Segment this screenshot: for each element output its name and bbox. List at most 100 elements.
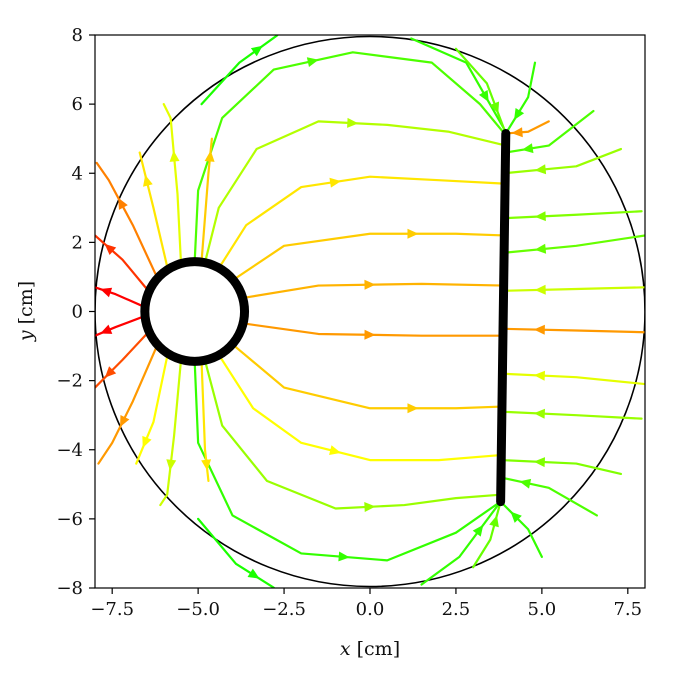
streamline-path xyxy=(502,234,645,254)
streamline-path xyxy=(135,355,169,465)
streamline xyxy=(410,37,507,133)
streamline xyxy=(502,147,623,175)
streamline xyxy=(501,457,623,476)
streamline xyxy=(197,517,275,588)
streamline-arrow xyxy=(118,197,128,210)
streamline-path xyxy=(472,500,502,569)
streamline-arrow xyxy=(519,478,532,489)
streamline-arrow xyxy=(489,101,500,114)
streamline xyxy=(502,284,645,295)
streamline-path xyxy=(95,234,150,292)
streamline-arrow xyxy=(489,515,499,528)
x-tick-label: −7.5 xyxy=(90,599,134,620)
y-tick-label: 2 xyxy=(72,232,83,253)
streamline xyxy=(203,117,507,264)
streamline-path xyxy=(454,47,507,135)
streamline xyxy=(203,359,502,513)
streamline xyxy=(200,35,279,106)
x-axis-variable: x xyxy=(340,638,351,660)
x-tick-label: −2.5 xyxy=(262,599,306,620)
streamline-arrow xyxy=(143,174,153,187)
streamline-path xyxy=(499,476,598,517)
streamline-arrow xyxy=(166,459,177,471)
streamline-arrow xyxy=(521,143,534,154)
streamline-arrow xyxy=(329,177,342,188)
streamline-path xyxy=(502,147,623,175)
streamline-path xyxy=(501,327,645,334)
streamline-path xyxy=(200,137,213,263)
x-tick-label: 7.5 xyxy=(613,599,642,620)
streamline xyxy=(95,331,150,389)
x-tick-label: 0.0 xyxy=(356,599,385,620)
streamline-path xyxy=(203,359,502,510)
streamline-path xyxy=(502,286,645,292)
streamline-path xyxy=(203,120,507,264)
streamline-arrow xyxy=(534,243,547,254)
y-axis-unit: [cm] xyxy=(15,281,37,331)
streamline-arrow xyxy=(100,287,113,298)
x-axis-unit: [cm] xyxy=(351,638,401,660)
streamline xyxy=(243,322,504,340)
plot-area xyxy=(95,35,645,588)
streamline-path xyxy=(95,331,150,389)
y-tick-label: 0 xyxy=(72,302,83,323)
streamline-arrow xyxy=(533,408,546,419)
y-tick-label: −6 xyxy=(56,509,83,530)
streamline-arrow xyxy=(534,164,547,175)
streamline-arrow xyxy=(329,445,341,455)
streamline-path xyxy=(231,343,504,410)
y-axis-variable: y xyxy=(15,330,37,342)
streamline xyxy=(97,344,158,465)
streamline xyxy=(159,359,183,507)
streamline-path xyxy=(504,61,537,135)
streamline-arrow xyxy=(247,568,260,579)
streamline xyxy=(95,161,158,279)
streamline-arrow xyxy=(534,284,546,295)
streamline-arrow xyxy=(514,108,525,121)
streamline xyxy=(504,109,595,154)
streamline-arrow xyxy=(533,324,545,335)
streamline xyxy=(231,228,506,282)
streamline xyxy=(504,61,537,135)
streamline xyxy=(217,175,506,270)
streamline-path xyxy=(138,151,169,268)
streamline-arrow xyxy=(534,211,546,222)
streamline-arrow xyxy=(169,150,180,162)
y-tick-label: 6 xyxy=(72,94,83,115)
streamline-arrow xyxy=(104,243,117,255)
streamline-path xyxy=(501,372,645,386)
streamline-arrow xyxy=(338,551,350,562)
streamline-arrow xyxy=(533,370,546,381)
streamline xyxy=(501,370,645,386)
streamline-arrow xyxy=(364,329,376,340)
streamline xyxy=(501,408,643,420)
streamline-path xyxy=(499,500,543,558)
y-axis-label: y [cm] xyxy=(15,281,37,342)
streamline-arrow xyxy=(204,150,215,162)
streamline-path xyxy=(200,35,279,106)
y-tick-label: 4 xyxy=(72,163,83,184)
x-tick-label: −5.0 xyxy=(176,599,220,620)
y-tick-label: 8 xyxy=(72,25,83,46)
streamline xyxy=(502,210,643,222)
streamline xyxy=(95,286,145,308)
streamline xyxy=(95,315,145,337)
streamline-path xyxy=(502,210,643,220)
streamline xyxy=(217,353,504,462)
streamline-path xyxy=(231,232,506,282)
streamline xyxy=(200,137,215,263)
streamline xyxy=(231,343,504,414)
streamline xyxy=(162,103,183,264)
y-tick-label: −2 xyxy=(56,371,83,392)
streamline-arrow xyxy=(533,457,546,468)
streamline-path xyxy=(504,109,595,154)
streamline-arrow xyxy=(407,228,419,239)
streamline-arrow xyxy=(472,524,484,537)
electrode-ring xyxy=(140,257,250,366)
streamline-path xyxy=(501,410,643,420)
streamline-arrow xyxy=(104,366,117,378)
streamline xyxy=(135,355,169,465)
streamline-arrow xyxy=(250,45,263,57)
streamline xyxy=(499,500,543,558)
